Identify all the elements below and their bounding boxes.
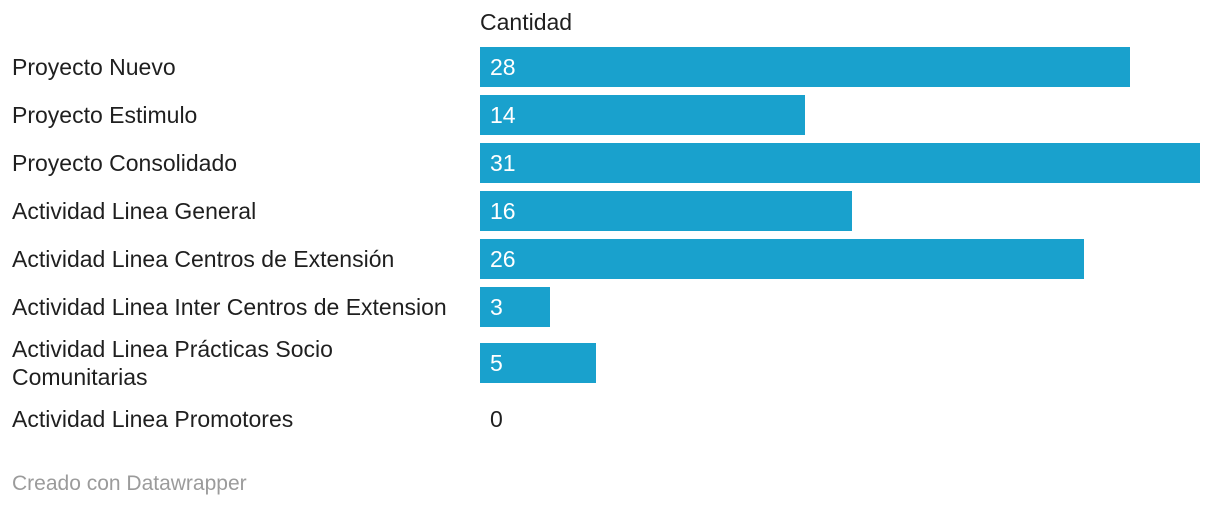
- bar-track: 0: [480, 405, 1200, 433]
- row-label: Actividad Linea Inter Centros de Extensi…: [12, 294, 447, 320]
- row-label: Actividad Linea Prácticas Socio Comunita…: [12, 336, 333, 390]
- bar-value: 26: [490, 246, 516, 272]
- chart-row: Proyecto Nuevo 28: [0, 47, 1220, 87]
- bar-track: 31: [480, 143, 1200, 183]
- chart-rows: Proyecto Nuevo 28 Proyecto Estimulo 14 P…: [0, 47, 1220, 439]
- bar-track: 14: [480, 95, 1200, 135]
- chart-row: Actividad Linea Prácticas Socio Comunita…: [0, 335, 1220, 391]
- bar: 26: [480, 239, 1084, 279]
- bar: 31: [480, 143, 1200, 183]
- bar-value-zero: 0: [490, 406, 503, 432]
- bar: 5: [480, 343, 596, 383]
- row-label: Actividad Linea Promotores: [12, 406, 294, 432]
- chart-row: Actividad Linea General 16: [0, 191, 1220, 231]
- bar: 28: [480, 47, 1130, 87]
- chart-row: Proyecto Consolidado 31: [0, 143, 1220, 183]
- row-label: Proyecto Nuevo: [12, 54, 176, 80]
- bar: 16: [480, 191, 852, 231]
- row-label: Proyecto Consolidado: [12, 150, 238, 176]
- bar-value: 28: [490, 54, 516, 80]
- row-label: Actividad Linea General: [12, 198, 257, 224]
- chart-row: Actividad Linea Centros de Extensión 26: [0, 239, 1220, 279]
- bar-track: 28: [480, 47, 1200, 87]
- bar-track: 3: [480, 287, 1200, 327]
- row-label: Proyecto Estimulo: [12, 102, 198, 128]
- bar-value: 3: [490, 294, 503, 320]
- bar-track: 26: [480, 239, 1200, 279]
- chart-footer: Creado con Datawrapper: [0, 471, 1220, 497]
- bar: 3: [480, 287, 550, 327]
- bar-value: 5: [490, 350, 503, 376]
- bar-value: 14: [490, 102, 516, 128]
- bar-track: 16: [480, 191, 1200, 231]
- bar-value: 31: [490, 150, 516, 176]
- row-label: Actividad Linea Centros de Extensión: [12, 246, 395, 272]
- chart-row: Proyecto Estimulo 14: [0, 95, 1220, 135]
- chart-row: Actividad Linea Inter Centros de Extensi…: [0, 287, 1220, 327]
- chart-row: Actividad Linea Promotores 0: [0, 399, 1220, 439]
- bar-track: 5: [480, 343, 1200, 383]
- bar: 14: [480, 95, 805, 135]
- bar-value: 16: [490, 198, 516, 224]
- value-column-header: Cantidad: [480, 9, 573, 35]
- datawrapper-attribution-link[interactable]: Creado con Datawrapper: [12, 472, 247, 495]
